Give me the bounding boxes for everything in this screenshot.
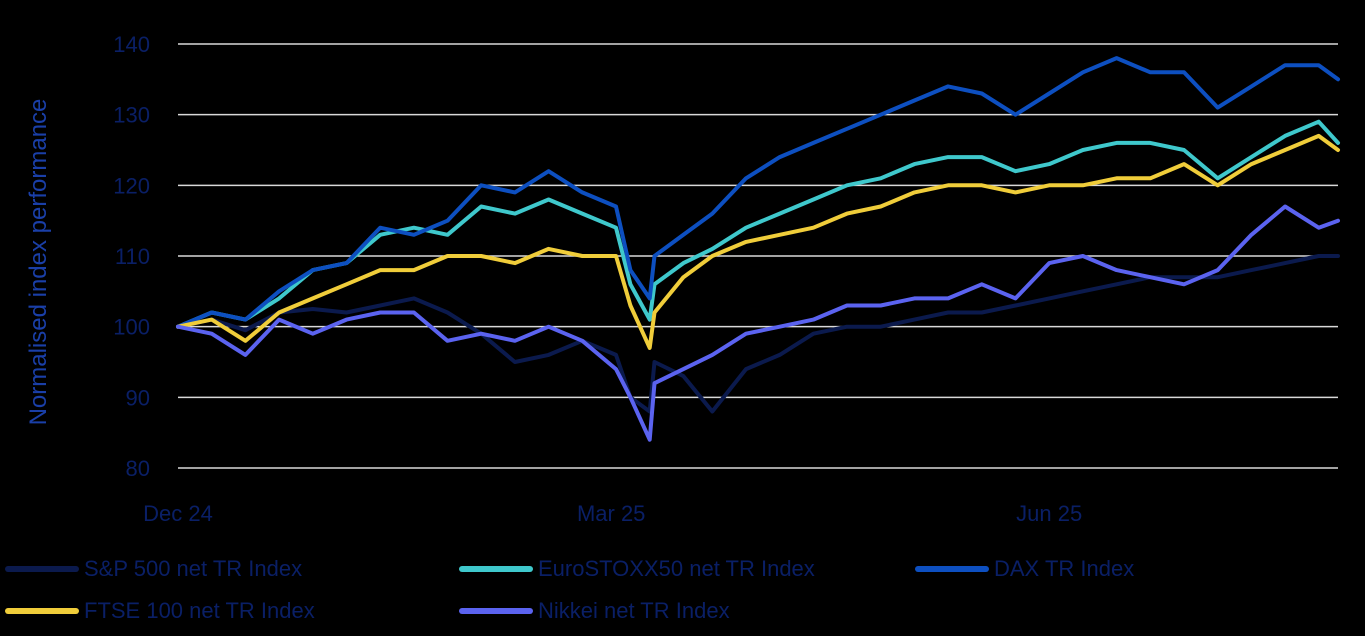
legend-item: FTSE 100 net TR Index [5, 598, 315, 623]
series-line-3 [176, 133, 1340, 350]
series-lines [176, 56, 1340, 442]
legend-label: FTSE 100 net TR Index [84, 598, 315, 623]
y-tick-label: 120 [113, 173, 150, 198]
y-tick-label: 110 [115, 244, 150, 269]
y-tick-label: 140 [113, 32, 150, 57]
series-line-4 [176, 204, 1340, 442]
legend-item: Nikkei net TR Index [459, 598, 730, 623]
x-axis-ticks: Dec 24 Mar 25 Jun 25 [143, 501, 1082, 526]
y-axis-label: Normalised index performance [25, 99, 52, 426]
gridlines [178, 43, 1338, 469]
y-tick-label: 90 [126, 385, 150, 410]
legend-item: S&P 500 net TR Index [5, 556, 302, 581]
legend-label: EuroSTOXX50 net TR Index [538, 556, 815, 581]
y-tick-label: 100 [113, 315, 150, 340]
legend-label: Nikkei net TR Index [538, 598, 730, 623]
y-tick-label: 130 [113, 103, 150, 128]
y-axis-ticks: 80 90 100 110 120 130 140 [113, 32, 150, 481]
x-tick-label: Jun 25 [1016, 501, 1082, 526]
x-tick-label: Mar 25 [577, 501, 645, 526]
series-line-2 [176, 56, 1340, 329]
y-tick-label: 80 [126, 456, 150, 481]
legend-item: EuroSTOXX50 net TR Index [459, 556, 815, 581]
legend-item: DAX TR Index [915, 556, 1134, 581]
legend-label: DAX TR Index [994, 556, 1134, 581]
legend-label: S&P 500 net TR Index [84, 556, 302, 581]
legend: S&P 500 net TR Index EuroSTOXX50 net TR I… [5, 556, 1134, 623]
series-line-1 [176, 119, 1340, 329]
series-line-0 [176, 254, 1340, 414]
x-tick-label: Dec 24 [143, 501, 213, 526]
